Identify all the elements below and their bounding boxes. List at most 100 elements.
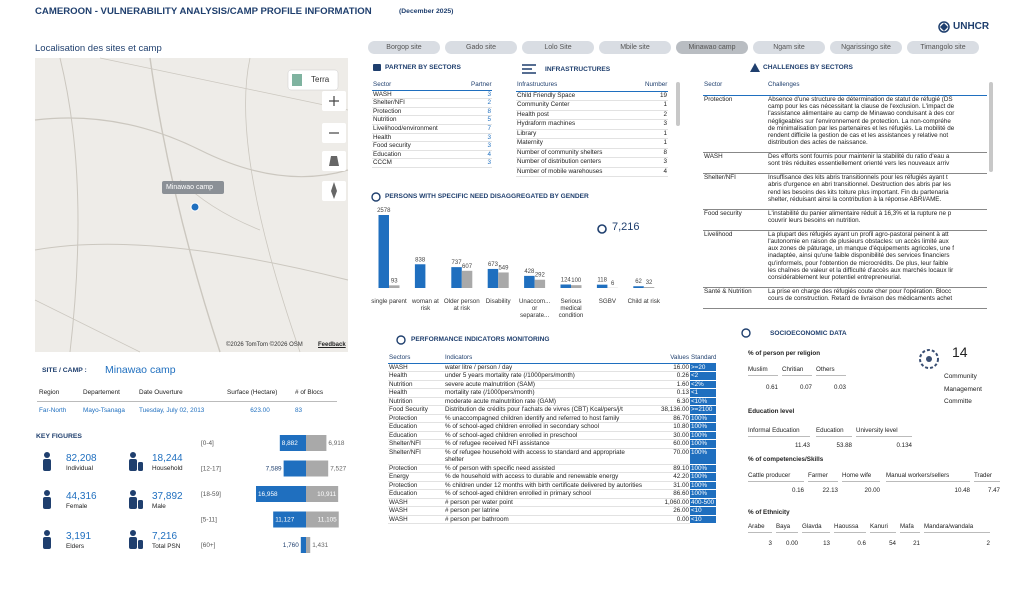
committee-label: Committe: [944, 398, 972, 405]
site-tab[interactable]: Borgop site: [368, 41, 440, 54]
column-header: # of Blocs: [293, 384, 337, 402]
socio-value: 0.00: [785, 540, 798, 547]
site-value: 83: [295, 407, 303, 414]
column-header: Arabe: [748, 523, 772, 533]
infrastructure: Community Center: [516, 101, 644, 111]
infrastructure-count: 4: [644, 168, 668, 177]
challenge-line: l'autonomie en raison de plusieurs obsta…: [768, 237, 949, 245]
map-road: [34, 243, 349, 281]
socio-value: 2: [986, 540, 990, 547]
indicator: # person per latrine: [444, 507, 644, 516]
indicator: mortality rate (/1000pers/month): [444, 389, 644, 398]
infrastructure-count: 1: [644, 101, 668, 111]
socio-value: 0.61: [765, 384, 778, 391]
map-road: [59, 57, 79, 353]
figure-icon: [43, 497, 51, 509]
indicator-value: 31.00: [644, 482, 690, 490]
challenge-line: qu'informels, pour l'obtention de microc…: [768, 259, 949, 267]
site-tab[interactable]: Lolo Site: [522, 41, 594, 54]
indicator-value: 1,060.00: [644, 499, 690, 507]
pyramid-value-label: 7,589: [266, 466, 282, 473]
challenge-line: sont très réduites essentiellement orien…: [768, 160, 950, 168]
site-value: Tuesday, July 02, 2013: [139, 407, 205, 414]
infrastructure: Number of community shelters: [516, 149, 644, 158]
figure-label: Household: [152, 465, 183, 472]
sector: Nutrition: [388, 381, 444, 389]
sector: Health: [388, 389, 444, 398]
psn-bar: [487, 268, 499, 288]
site-tab[interactable]: Ngarissingo site: [830, 41, 902, 54]
site-tab[interactable]: Timangolo site: [907, 41, 979, 54]
site-tab[interactable]: Gado site: [445, 41, 517, 54]
pyramid-bar: [306, 537, 311, 553]
figure-value: 7,216: [152, 531, 178, 542]
sector: WASH: [388, 507, 444, 516]
standard: 100%: [690, 473, 716, 482]
standard: 100%: [690, 423, 716, 432]
figure-icon: [129, 497, 137, 509]
figure-label: Individual: [66, 465, 94, 472]
indicator: % children under 12 months with birth ce…: [444, 481, 644, 490]
column-header: Informal Education: [748, 427, 810, 437]
indicator-value: 6.30: [644, 398, 690, 406]
section-title: CHALLENGES BY SECTORS: [763, 64, 853, 71]
sector: Livelihood/environment: [372, 125, 470, 134]
indicator-value: 0.26: [644, 372, 690, 381]
committee-label: Management: [944, 385, 982, 393]
psn-category: Older person at risk: [443, 298, 480, 313]
challenge-sector: Protection: [703, 96, 767, 154]
socio-value: 53.88: [836, 442, 852, 449]
socio-table-title: % of person per religion: [748, 350, 821, 357]
committee-label: Community: [944, 373, 977, 380]
socio-value: 13: [823, 540, 830, 547]
figure-label: Elders: [66, 543, 85, 550]
psn-bar: [451, 267, 462, 288]
column-header: Infrastructures: [516, 81, 644, 92]
challenge-sector: Livelihood: [703, 231, 767, 289]
site-tab[interactable]: Mbile site: [599, 41, 671, 54]
socio-value: 11.43: [794, 442, 810, 449]
site-tab[interactable]: Minawao camp: [676, 41, 748, 54]
site-value: Mayo-Tsanaga: [83, 407, 125, 414]
indicator-value: 60.00: [644, 440, 690, 449]
compass: [331, 182, 337, 199]
infrastructure: Health post: [516, 111, 644, 120]
challenge-text: Absence d'une structure de détermination…: [767, 96, 987, 154]
section-icon: [371, 192, 381, 202]
psn-value-label: 737: [452, 260, 463, 266]
figure-value: 3,191: [66, 531, 92, 542]
psn-bar: [414, 264, 426, 288]
psn-category: Serious medical condition: [558, 298, 584, 320]
standard: <10%: [690, 397, 716, 406]
infrastructure: Number of mobile warehouses: [516, 168, 644, 177]
column-header: Manual workers/sellers: [886, 472, 970, 482]
indicator: % of refugee household with access to st…: [444, 449, 644, 465]
challenge-sector: Food security: [703, 210, 767, 231]
column-header: Glavda: [802, 523, 830, 533]
figure-icon: [130, 452, 136, 458]
section-icon: [396, 335, 406, 345]
challenge-line: aux zones de pâturage, un manque d'équip…: [768, 245, 955, 253]
committee-value: 14: [952, 344, 968, 360]
sector: Education: [388, 490, 444, 499]
infrastructure: Child Friendly Space: [516, 92, 644, 101]
sector: Protection: [388, 465, 444, 473]
infrastructure-count: 3: [644, 158, 668, 168]
indicator-value: 70.00: [644, 449, 690, 465]
map-feedback[interactable]: Feedback: [318, 342, 346, 348]
infrastructure-count: 8: [644, 149, 668, 158]
column-header: Date Ouverture: [137, 384, 225, 402]
column-header: Partners: [470, 81, 492, 91]
logo-icon: [938, 21, 950, 33]
indicator-value: 10.80: [644, 423, 690, 432]
column-header: Haoussa: [834, 523, 866, 533]
figure-label: Male: [152, 503, 166, 510]
psn-value-label: 673: [488, 262, 499, 268]
standard: 400-500: [690, 498, 716, 507]
socio-value: 10.48: [954, 487, 970, 494]
section-icon: [373, 64, 381, 71]
standard: >=2100: [690, 406, 716, 415]
standard: 100%: [690, 431, 716, 440]
site-tab[interactable]: Ngam site: [753, 41, 825, 54]
challenge-sector: Santé & Nutrition: [703, 288, 767, 309]
